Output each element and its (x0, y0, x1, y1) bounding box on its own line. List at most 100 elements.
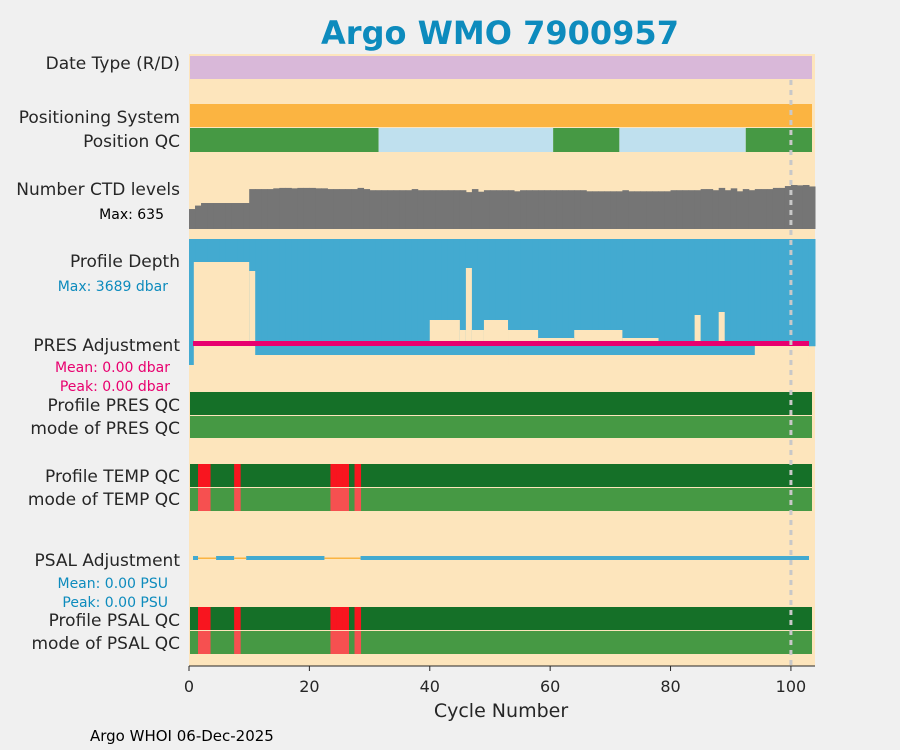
profile-depth-gap (255, 355, 346, 365)
profile-depth-bar (333, 239, 340, 347)
profile-depth-bar (742, 239, 750, 347)
psal-qc-band (190, 607, 812, 630)
profile-depth-bar (670, 239, 678, 347)
ctd-levels-bar (423, 190, 431, 229)
ctd-levels-bar (189, 209, 196, 229)
ctd-levels-bar (471, 189, 479, 229)
psal-qc-mode-bad-cycle (198, 631, 205, 654)
profile-depth-bar (363, 239, 371, 347)
ctd-levels-bar (718, 187, 726, 229)
temp-qc-bad-cycle (342, 464, 350, 487)
ctd-levels-bar (772, 187, 780, 229)
x-tick-label: 40 (420, 677, 440, 696)
profile-depth-bar (291, 239, 298, 347)
ctd-levels-bar (742, 189, 750, 229)
ctd-levels-bar (363, 189, 371, 229)
label-positioning-system: Positioning System (19, 108, 180, 128)
ctd-levels-bar (237, 203, 244, 229)
ctd-levels-bar (435, 190, 443, 229)
profile-depth-bar (694, 239, 702, 347)
profile-depth-bar (459, 239, 467, 347)
ctd-levels-bar (381, 190, 389, 229)
profile-depth-bar (489, 239, 497, 347)
ctd-levels-bar (309, 187, 316, 229)
profile-depth-bar (562, 239, 569, 347)
profile-depth-bar (483, 239, 491, 347)
psal-qc-bad-cycle (354, 607, 362, 630)
ctd-levels-bar (688, 190, 696, 229)
profile-depth-bar (471, 239, 479, 347)
ctd-levels-bar (730, 188, 738, 229)
profile-depth-bar (586, 239, 593, 347)
ctd-levels-bar (201, 203, 208, 229)
profile-depth-bar (453, 239, 461, 347)
profile-depth-bar (676, 239, 684, 347)
profile-depth-bar (598, 239, 605, 347)
ctd-levels-bar (538, 190, 545, 229)
ctd-levels-bar (213, 203, 220, 229)
profile-depth-bar (285, 239, 292, 347)
profile-depth-bar (351, 239, 359, 347)
psal-adjustment-line (193, 556, 809, 560)
ctd-levels-bar (574, 190, 581, 229)
psal-adjustment-zero (324, 557, 361, 559)
ctd-levels-bar (634, 191, 641, 229)
ctd-levels-bar (706, 189, 714, 229)
temp-qc-mode-bad-cycle (336, 488, 343, 511)
ctd-levels-bar (345, 189, 353, 229)
psal-qc-bad-cycle (336, 607, 343, 630)
ctd-levels-bar (544, 190, 551, 229)
profile-depth-bar (357, 239, 365, 347)
label-position-qc: Position QC (83, 132, 180, 152)
ctd-levels-bar (562, 190, 569, 229)
ctd-levels-bar (339, 189, 346, 229)
profile-depth-bar (327, 239, 334, 347)
profile-depth-bar (429, 239, 437, 347)
ctd-levels-bar (267, 189, 274, 229)
x-tick-label: 80 (660, 677, 680, 696)
pres-adjustment-mean: Mean: 0.00 dbar (55, 360, 170, 376)
profile-depth-bar (658, 239, 666, 347)
ctd-levels-bar (760, 189, 768, 229)
profile-depth-bar (652, 239, 659, 347)
ctd-levels-bar (556, 190, 563, 229)
profile-depth-bar (616, 239, 623, 347)
temp-qc-band (190, 464, 812, 487)
x-tick-label: 60 (540, 677, 560, 696)
profile-depth-bar (477, 239, 485, 347)
profile-depth-bar (435, 239, 443, 347)
ctd-levels-bar (568, 190, 575, 229)
ctd-levels-bar (736, 191, 744, 229)
temp-qc-mode-band (190, 488, 812, 511)
ctd-levels-bar (592, 191, 599, 229)
ctd-levels-bar (261, 189, 268, 229)
pres-adjustment-line (193, 341, 809, 346)
profile-depth-bar (622, 239, 629, 347)
profile-depth-bar (700, 239, 708, 347)
psal-qc-bad-cycle (198, 607, 205, 630)
profile-depth-lower (255, 345, 755, 355)
profile-depth-bar (321, 239, 328, 347)
ctd-levels-bar (628, 191, 635, 229)
ctd-levels-bar (393, 190, 401, 229)
profile-depth-bar (417, 239, 425, 347)
ctd-levels-bar (712, 190, 720, 229)
psal-adjustment-mean: Mean: 0.00 PSU (57, 576, 168, 592)
ctd-levels-bar (483, 190, 491, 229)
profile-depth-max: Max: 3689 dbar (58, 279, 169, 295)
psal-qc-mode-band (190, 631, 812, 654)
ctd-levels-bar (766, 189, 774, 229)
profile-depth-bar (189, 239, 196, 365)
profile-depth-bar (375, 239, 383, 347)
profile-depth-gap (718, 312, 725, 365)
profile-depth-bar (610, 239, 617, 347)
psal-adjustment-peak: Peak: 0.00 PSU (62, 595, 168, 611)
ctd-levels-bar (219, 203, 226, 229)
profile-depth-bar (724, 239, 732, 347)
pres-adjustment-peak: Peak: 0.00 dbar (60, 379, 170, 395)
profile-depth-bar (718, 239, 726, 347)
profile-depth-bar (279, 239, 286, 347)
profile-depth-bar (393, 239, 401, 347)
ctd-levels-bar (796, 185, 804, 229)
